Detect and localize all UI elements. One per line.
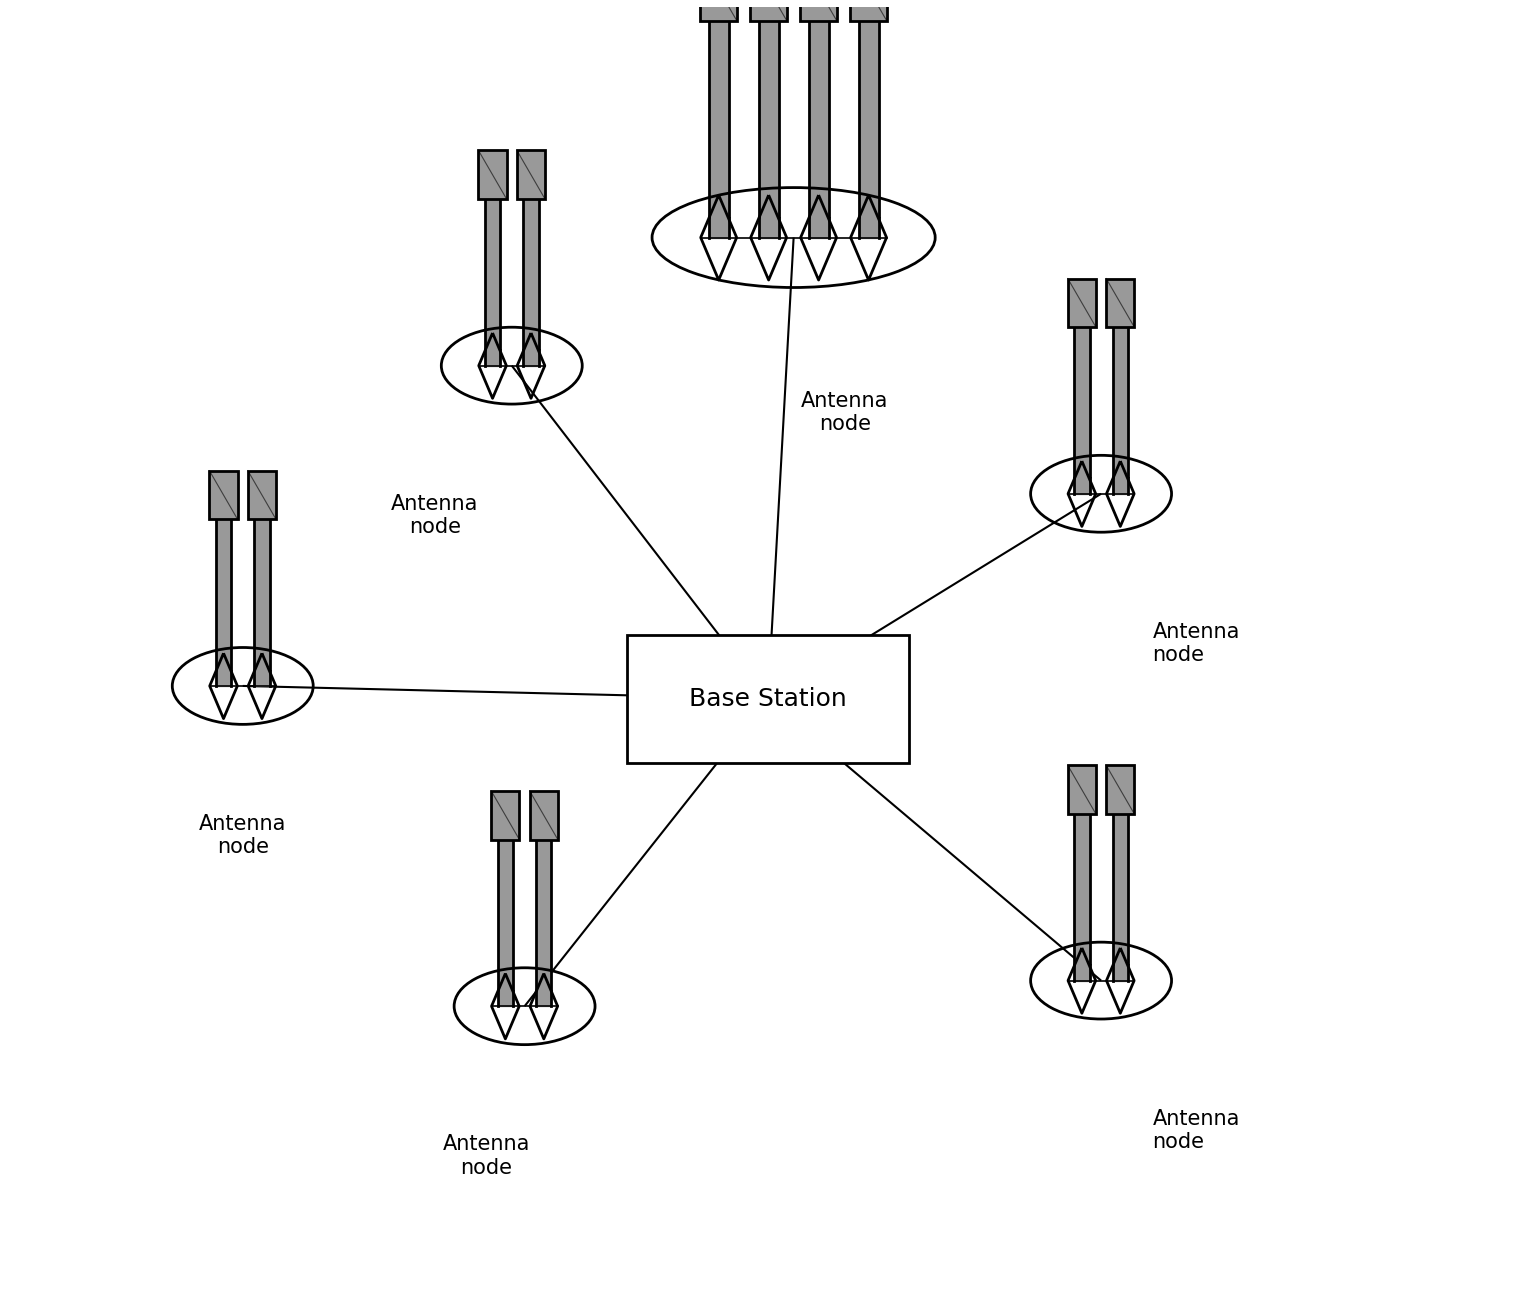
Text: Antenna
node: Antenna node — [442, 1134, 530, 1177]
Bar — [492, 791, 519, 839]
Text: Antenna
node: Antenna node — [1152, 1109, 1240, 1151]
Text: Base Station: Base Station — [690, 686, 846, 711]
Bar — [518, 150, 545, 199]
Text: Antenna
node: Antenna node — [200, 815, 286, 857]
Text: Antenna
node: Antenna node — [802, 391, 888, 435]
Bar — [498, 839, 513, 991]
Text: Antenna
node: Antenna node — [392, 493, 479, 537]
Bar — [627, 635, 909, 763]
Bar — [1068, 765, 1097, 815]
Bar — [808, 21, 828, 218]
Bar — [1074, 328, 1089, 478]
Bar — [1074, 815, 1089, 965]
Bar — [524, 199, 539, 350]
Bar — [800, 0, 837, 21]
Bar — [1112, 328, 1127, 478]
Bar — [1106, 765, 1135, 815]
Bar — [750, 0, 786, 21]
Bar — [708, 21, 728, 218]
Bar — [851, 0, 886, 21]
Bar — [217, 519, 232, 671]
Bar — [479, 150, 507, 199]
Bar — [1068, 278, 1097, 328]
Bar — [485, 199, 501, 350]
Bar — [530, 791, 558, 839]
Bar — [255, 519, 270, 671]
Bar — [859, 21, 879, 218]
Bar — [1106, 278, 1135, 328]
Bar — [209, 470, 238, 519]
Bar — [700, 0, 737, 21]
Bar — [247, 470, 276, 519]
Bar — [1112, 815, 1127, 965]
Bar — [759, 21, 779, 218]
Text: Antenna
node: Antenna node — [1152, 622, 1240, 666]
Bar — [536, 839, 551, 991]
